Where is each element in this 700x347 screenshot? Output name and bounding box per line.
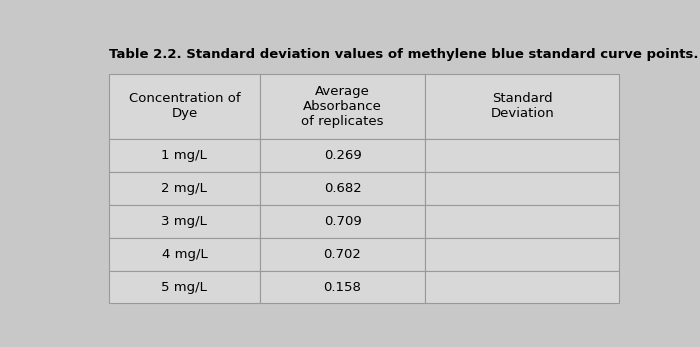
- Bar: [426, 74, 619, 139]
- Bar: [260, 172, 426, 205]
- Bar: [426, 172, 619, 205]
- Text: 0.158: 0.158: [323, 281, 361, 294]
- Bar: [109, 139, 260, 172]
- Text: 0.702: 0.702: [323, 248, 361, 261]
- Bar: [109, 172, 260, 205]
- Text: Concentration of
Dye: Concentration of Dye: [129, 92, 240, 120]
- Bar: [260, 271, 426, 304]
- Bar: [109, 238, 260, 271]
- Text: 2 mg/L: 2 mg/L: [162, 182, 207, 195]
- Text: 0.682: 0.682: [323, 182, 361, 195]
- Bar: [426, 205, 619, 238]
- Bar: [260, 74, 426, 139]
- Bar: [426, 238, 619, 271]
- Bar: [109, 205, 260, 238]
- Bar: [260, 205, 426, 238]
- Bar: [109, 74, 260, 139]
- Text: 5 mg/L: 5 mg/L: [162, 281, 207, 294]
- Bar: [260, 238, 426, 271]
- Text: 4 mg/L: 4 mg/L: [162, 248, 207, 261]
- Text: Average
Absorbance
of replicates: Average Absorbance of replicates: [301, 85, 384, 128]
- Text: Standard
Deviation: Standard Deviation: [491, 92, 554, 120]
- Text: 3 mg/L: 3 mg/L: [162, 215, 207, 228]
- Text: 0.269: 0.269: [323, 149, 361, 162]
- Bar: [426, 139, 619, 172]
- Bar: [260, 139, 426, 172]
- Text: 0.709: 0.709: [323, 215, 361, 228]
- Bar: [426, 271, 619, 304]
- Text: Table 2.2. Standard deviation values of methylene blue standard curve points.: Table 2.2. Standard deviation values of …: [109, 48, 699, 61]
- Bar: [109, 271, 260, 304]
- Text: 1 mg/L: 1 mg/L: [162, 149, 207, 162]
